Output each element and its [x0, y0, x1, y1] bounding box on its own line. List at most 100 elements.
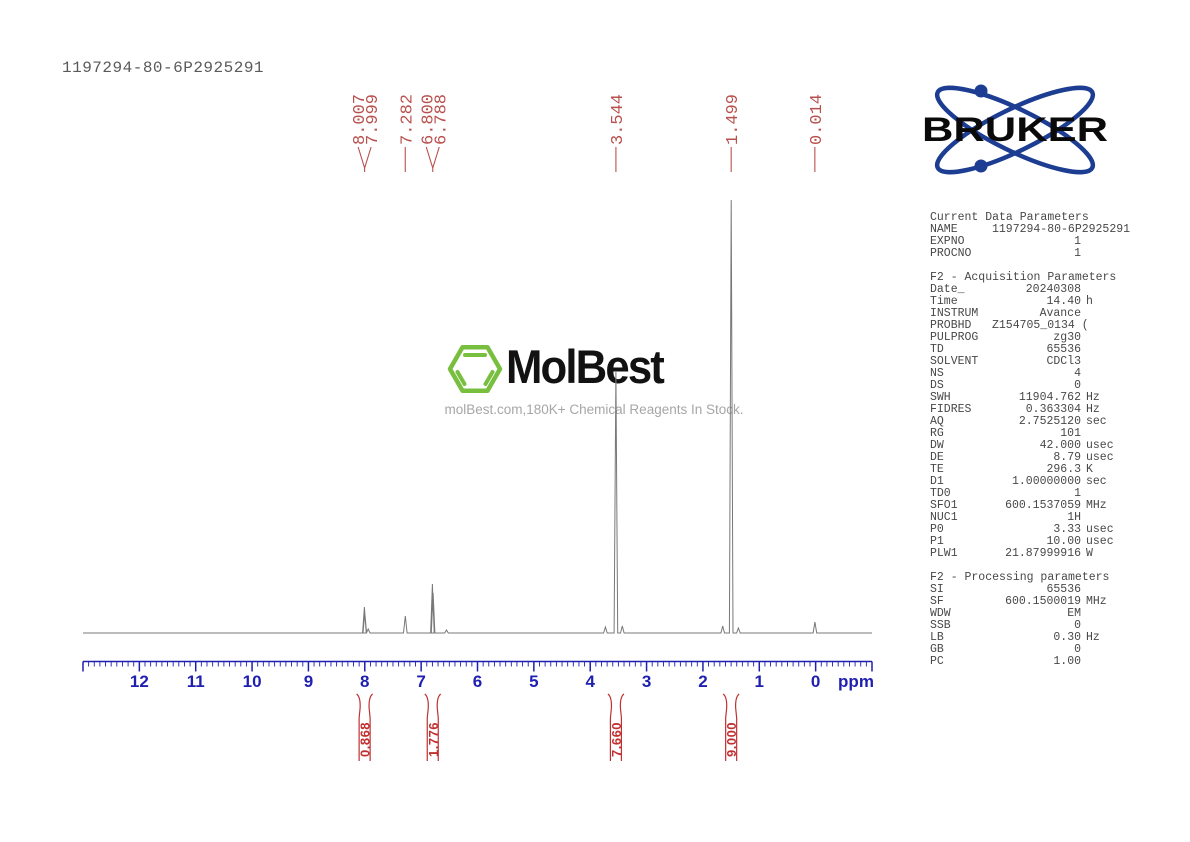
- parameter-section: Current Data Parameters NAME 1197294-80-6P…: [930, 212, 1130, 260]
- x-axis-tick-label: 2: [698, 672, 707, 691]
- parameter-unit: W: [1086, 547, 1093, 560]
- parameter-row: P1 10.00 usec: [930, 536, 1130, 548]
- parameter-value: 1H: [1067, 511, 1081, 524]
- parameter-value: 1: [1074, 235, 1081, 248]
- parameter-section-header: F2 - Acquisition Parameters: [930, 271, 1117, 284]
- parameter-unit: [1081, 332, 1130, 344]
- parameter-row: DS 0: [930, 380, 1130, 392]
- parameter-value: 8.79: [1053, 451, 1081, 464]
- parameter-value: 21.87999916: [1005, 547, 1081, 560]
- parameter-name: PLW1: [930, 547, 958, 560]
- parameter-value: Avance: [1039, 307, 1081, 320]
- parameter-value: 65536: [1046, 343, 1081, 356]
- parameter-unit: usec: [1086, 523, 1114, 536]
- integral-value-label: 1.776: [426, 722, 441, 757]
- parameter-unit: [1081, 344, 1130, 356]
- parameter-name: SSB: [930, 619, 951, 632]
- x-axis-tick-label: 9: [304, 672, 313, 691]
- parameter-row: SOLVENT CDCl3: [930, 356, 1130, 368]
- peak-shift-label: 6.800: [419, 94, 438, 145]
- parameter-unit: Hz: [1086, 403, 1100, 416]
- parameter-unit: [1081, 656, 1130, 668]
- parameter-value: 0.363304: [1025, 403, 1081, 416]
- parameter-value: Z154705_0134 (: [992, 319, 1089, 332]
- parameter-unit: [1081, 356, 1130, 368]
- parameter-value: 1: [1074, 247, 1081, 260]
- parameter-row: INSTRUM Avance: [930, 308, 1130, 320]
- parameter-name: P0: [930, 523, 944, 536]
- parameter-unit: [1081, 368, 1130, 380]
- parameter-row: DE 8.79 usec: [930, 452, 1130, 464]
- watermark: MolBest molBest.com,180K+ Chemical Reage…: [444, 336, 764, 417]
- parameter-name: TE: [930, 463, 944, 476]
- parameter-value: 1.00000000: [1011, 475, 1081, 488]
- parameter-name: SWH: [930, 391, 951, 404]
- parameter-value: zg30: [1053, 331, 1081, 344]
- parameter-row: SFO1 600.1537059 MHz: [930, 500, 1130, 512]
- parameter-name: DE: [930, 451, 944, 464]
- peak-shift-label: 7.999: [364, 94, 383, 145]
- parameter-row: FIDRES 0.363304 Hz: [930, 404, 1130, 416]
- parameter-value: 4: [1074, 367, 1081, 380]
- peak-label-connector: [357, 146, 372, 172]
- parameter-name: TD: [930, 343, 944, 356]
- x-axis-tick-label: 0: [811, 672, 820, 691]
- x-axis-unit-label: ppm: [838, 672, 874, 691]
- parameter-row: TD 65536: [930, 344, 1130, 356]
- peak-shift-label: 7.282: [398, 94, 417, 145]
- parameter-value: 2.7525120: [1018, 415, 1081, 428]
- parameter-row: PROBHD Z154705_0134 (: [930, 320, 1130, 332]
- parameter-name: EXPNO: [930, 235, 965, 248]
- parameter-name: NUC1: [930, 511, 958, 524]
- peak-shift-label: 6.788: [432, 94, 451, 145]
- parameter-row: PULPROG zg30: [930, 332, 1130, 344]
- parameter-row: GB 0: [930, 644, 1130, 656]
- parameter-name: PC: [930, 655, 944, 668]
- watermark-brand-text: MolBest: [506, 340, 665, 393]
- parameter-section: F2 - Acquisition Parameters Date_ 20240308…: [930, 272, 1130, 560]
- parameter-name: PULPROG: [930, 331, 979, 344]
- parameter-name: SOLVENT: [930, 355, 979, 368]
- parameter-unit: usec: [1086, 439, 1114, 452]
- parameter-section: F2 - Processing parameters SI 65536 SF 600.1…: [930, 572, 1130, 668]
- parameter-name: D1: [930, 475, 944, 488]
- parameter-unit: [1089, 320, 1138, 332]
- parameter-unit: h: [1086, 295, 1093, 308]
- integral-bracket: [356, 693, 374, 761]
- parameter-value: 600.1500019: [1005, 595, 1081, 608]
- parameter-name: GB: [930, 643, 944, 656]
- parameter-name: SI: [930, 583, 944, 596]
- parameter-unit: Hz: [1086, 391, 1100, 404]
- parameter-name: INSTRUM: [930, 307, 979, 320]
- spectrum-curve: [83, 199, 872, 634]
- parameter-unit: [1130, 224, 1179, 236]
- parameter-row: SWH 11904.762 Hz: [930, 392, 1130, 404]
- parameter-name: WDW: [930, 607, 951, 620]
- parameter-row: Time 14.40 h: [930, 296, 1130, 308]
- parameter-name: FIDRES: [930, 403, 972, 416]
- parameter-value: 42.000: [1039, 439, 1081, 452]
- integral-value-label: 7.660: [609, 722, 624, 757]
- parameter-row: PC 1.00: [930, 656, 1130, 668]
- parameter-row: PROCNO 1: [930, 248, 1130, 260]
- x-axis-tick-label: 11: [187, 672, 205, 691]
- integral-bracket: [424, 693, 442, 761]
- parameter-unit: MHz: [1086, 595, 1107, 608]
- parameter-row: NUC1 1H: [930, 512, 1130, 524]
- parameter-row: RG 101: [930, 428, 1130, 440]
- parameter-row: Date_ 20240308: [930, 284, 1130, 296]
- parameter-value: 10.00: [1046, 535, 1081, 548]
- parameter-value: 3.33: [1053, 523, 1081, 536]
- parameter-name: Time: [930, 295, 958, 308]
- peak-shift-label: 0.014: [808, 94, 827, 145]
- parameter-value: 600.1537059: [1005, 499, 1081, 512]
- parameter-unit: [1081, 608, 1130, 620]
- x-axis-tick-label: 12: [130, 672, 149, 691]
- parameter-name: SFO1: [930, 499, 958, 512]
- parameter-value: 1.00: [1053, 655, 1081, 668]
- parameter-name: PROCNO: [930, 247, 972, 260]
- parameter-value: EM: [1067, 607, 1081, 620]
- parameter-name: SF: [930, 595, 944, 608]
- x-axis-tick-label: 10: [243, 672, 262, 691]
- parameter-row: NS 4: [930, 368, 1130, 380]
